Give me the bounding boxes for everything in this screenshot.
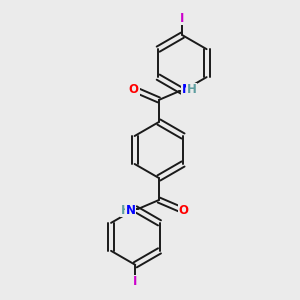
Text: N: N bbox=[126, 204, 136, 217]
Text: H: H bbox=[121, 204, 131, 217]
Text: N: N bbox=[182, 83, 192, 96]
Text: O: O bbox=[129, 83, 139, 96]
Text: I: I bbox=[180, 12, 184, 25]
Text: O: O bbox=[179, 204, 189, 217]
Text: H: H bbox=[187, 83, 197, 96]
Text: I: I bbox=[133, 275, 137, 288]
